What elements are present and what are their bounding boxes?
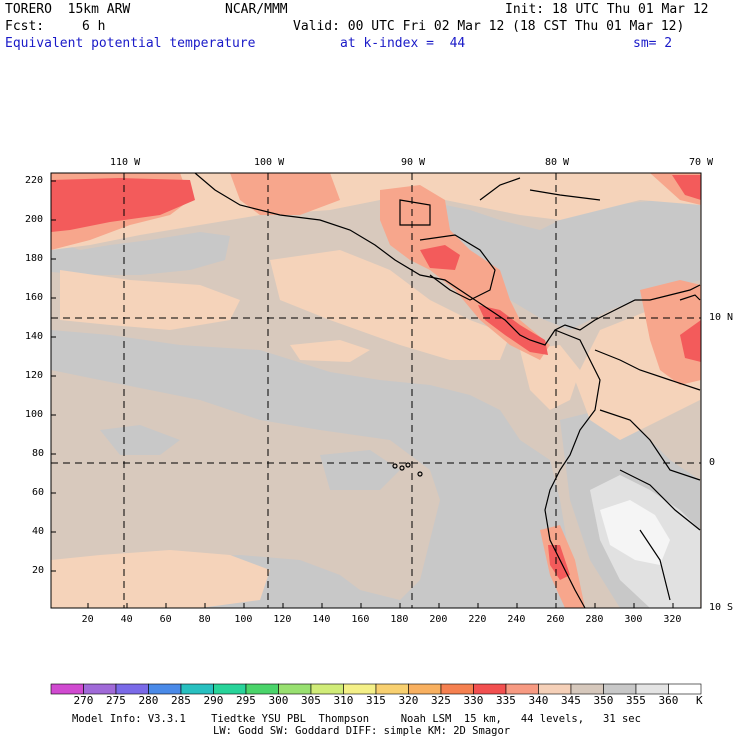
colorbar-unit: K xyxy=(696,694,703,707)
colorbar-value: 290 xyxy=(203,694,224,707)
colorbar-value: 280 xyxy=(138,694,159,707)
y-tick-label: 60 xyxy=(32,487,45,498)
y-tick-label: 180 xyxy=(25,253,44,264)
org-label: NCAR/MMM xyxy=(225,2,288,17)
x-tick-label: 140 xyxy=(312,614,331,625)
init-time: Init: 18 UTC Thu 01 Mar 12 xyxy=(505,2,709,17)
smoothing-label: sm= 2 xyxy=(633,36,673,51)
y-tick-label: 20 xyxy=(32,565,45,576)
temperature-field xyxy=(51,173,701,608)
colorbar-value: 345 xyxy=(561,694,581,707)
y-tick-label: 80 xyxy=(32,448,45,459)
x-tick-label: 240 xyxy=(507,614,526,625)
field-name: Equivalent potential temperature xyxy=(5,36,256,51)
colorbar-swatch xyxy=(50,683,84,695)
valid-time: Valid: 00 UTC Fri 02 Mar 12 (18 CST Thu … xyxy=(293,19,685,34)
x-tick-label: 320 xyxy=(663,614,682,625)
colorbar-swatch xyxy=(440,683,474,695)
lon-label-100w: 100 W xyxy=(254,157,285,168)
colorbar-swatch xyxy=(180,683,214,695)
colorbar-value: 285 xyxy=(171,694,191,707)
lon-label-90w: 90 W xyxy=(401,157,426,168)
y-tick-label: 160 xyxy=(25,292,44,303)
colorbar-value: 355 xyxy=(626,694,646,707)
colorbar-value: 340 xyxy=(528,694,549,707)
colorbar-swatch xyxy=(115,683,149,695)
colorbar xyxy=(50,683,702,695)
coastline xyxy=(194,173,701,608)
colorbar-swatch xyxy=(570,683,604,695)
y-tick-label: 40 xyxy=(32,526,45,537)
colorbar-swatch xyxy=(148,683,182,695)
x-tick-label: 200 xyxy=(429,614,448,625)
colorbar-swatch xyxy=(310,683,344,695)
x-tick-label: 20 xyxy=(81,614,94,625)
x-tick-label: 120 xyxy=(273,614,292,625)
colorbar-swatch xyxy=(473,683,507,695)
model-title: TORERO 15km ARW xyxy=(5,2,131,17)
lat-label-0: 0 xyxy=(709,457,716,468)
lon-label-110w: 110 W xyxy=(110,157,141,168)
colorbar-value: 275 xyxy=(106,694,126,707)
colorbar-swatch xyxy=(538,683,572,695)
x-tick-label: 300 xyxy=(624,614,643,625)
colorbar-swatch xyxy=(375,683,409,695)
colorbar-swatch xyxy=(83,683,117,695)
axis-ticks xyxy=(51,180,674,608)
y-tick-label: 200 xyxy=(25,214,44,225)
x-tick-label: 160 xyxy=(351,614,370,625)
x-tick-label: 60 xyxy=(159,614,172,625)
forecast-value: 6 h xyxy=(82,19,106,34)
x-tick-label: 80 xyxy=(198,614,211,625)
forecast-label: Fcst: xyxy=(5,19,45,34)
colorbar-value: 305 xyxy=(301,694,321,707)
colorbar-value: 295 xyxy=(236,694,256,707)
colorbar-value: 310 xyxy=(333,694,354,707)
colorbar-value: 300 xyxy=(268,694,289,707)
lat-label-10s: 10 S xyxy=(709,602,734,613)
colorbar-swatch xyxy=(408,683,442,695)
colorbar-swatch xyxy=(278,683,312,695)
lon-label-80w: 80 W xyxy=(545,157,570,168)
colorbar-swatch xyxy=(245,683,279,695)
field-340K xyxy=(51,173,701,608)
model-info: Model Info: V3.3.1 Tiedtke YSU PBL Thomp… xyxy=(72,713,641,725)
colorbar-swatch xyxy=(343,683,377,695)
x-tick-label: 40 xyxy=(120,614,133,625)
x-tick-label: 260 xyxy=(546,614,565,625)
colorbar-value: 360 xyxy=(658,694,679,707)
colorbar-value: 335 xyxy=(496,694,516,707)
colorbar-value: 325 xyxy=(431,694,451,707)
x-tick-label: 280 xyxy=(585,614,604,625)
y-tick-label: 100 xyxy=(25,409,44,420)
colorbar-value: 270 xyxy=(73,694,94,707)
colorbar-swatch xyxy=(603,683,637,695)
y-tick-label: 140 xyxy=(25,331,44,342)
y-tick-label: 220 xyxy=(25,175,44,186)
map-frame xyxy=(50,172,702,609)
lon-label-70w: 70 W xyxy=(689,157,714,168)
physics-info: LW: Godd SW: Goddard DIFF: simple KM: 2D… xyxy=(213,725,511,737)
colorbar-value: 330 xyxy=(463,694,484,707)
graticule xyxy=(51,173,701,608)
level-label: at k-index = 44 xyxy=(340,36,466,51)
colorbar-swatch xyxy=(635,683,669,695)
x-tick-label: 180 xyxy=(390,614,409,625)
colorbar-swatch xyxy=(668,683,702,695)
colorbar-swatch xyxy=(213,683,247,695)
colorbar-value: 315 xyxy=(366,694,386,707)
y-tick-label: 120 xyxy=(25,370,44,381)
lat-label-10n: 10 N xyxy=(709,312,734,323)
colorbar-value: 350 xyxy=(593,694,614,707)
colorbar-swatch xyxy=(505,683,539,695)
x-tick-label: 100 xyxy=(234,614,253,625)
colorbar-value: 320 xyxy=(398,694,419,707)
x-tick-label: 220 xyxy=(468,614,487,625)
